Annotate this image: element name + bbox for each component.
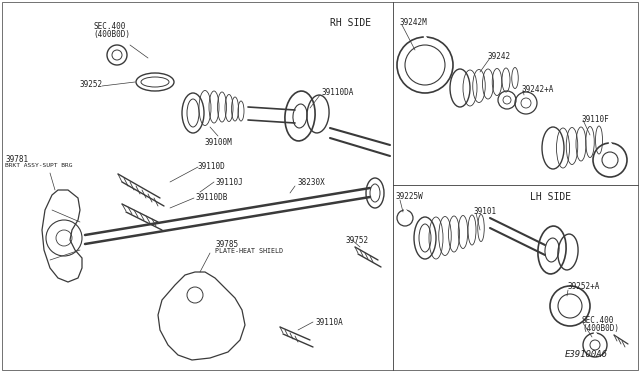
Text: 39110DB: 39110DB <box>196 193 228 202</box>
Text: 38230X: 38230X <box>298 178 326 187</box>
Text: BRKT ASSY-SUPT BRG: BRKT ASSY-SUPT BRG <box>5 163 72 168</box>
Text: 39252: 39252 <box>80 80 103 89</box>
Text: 39110F: 39110F <box>582 115 610 124</box>
Text: PLATE-HEAT SHIELD: PLATE-HEAT SHIELD <box>215 248 283 254</box>
Text: 39242+A: 39242+A <box>521 85 554 94</box>
Text: 39110J: 39110J <box>216 178 244 187</box>
Text: 39252+A: 39252+A <box>568 282 600 291</box>
Text: 39101: 39101 <box>474 207 497 216</box>
Text: 39781: 39781 <box>5 155 28 164</box>
Text: 39110DA: 39110DA <box>322 88 355 97</box>
Text: (400B0D): (400B0D) <box>93 30 130 39</box>
Text: 39752: 39752 <box>345 236 368 245</box>
Text: 39785: 39785 <box>215 240 238 249</box>
Text: 39225W: 39225W <box>396 192 424 201</box>
Text: (400B0D): (400B0D) <box>582 324 619 333</box>
Text: SEC.400: SEC.400 <box>582 316 614 325</box>
Text: SEC.400: SEC.400 <box>93 22 125 31</box>
Text: 39110D: 39110D <box>198 162 226 171</box>
Text: E39100A6: E39100A6 <box>565 350 608 359</box>
Text: 39100M: 39100M <box>204 138 232 147</box>
Text: 39242M: 39242M <box>400 18 428 27</box>
Text: 39242: 39242 <box>488 52 511 61</box>
Text: LH SIDE: LH SIDE <box>530 192 571 202</box>
Text: 39110A: 39110A <box>315 318 343 327</box>
Text: RH SIDE: RH SIDE <box>330 18 371 28</box>
